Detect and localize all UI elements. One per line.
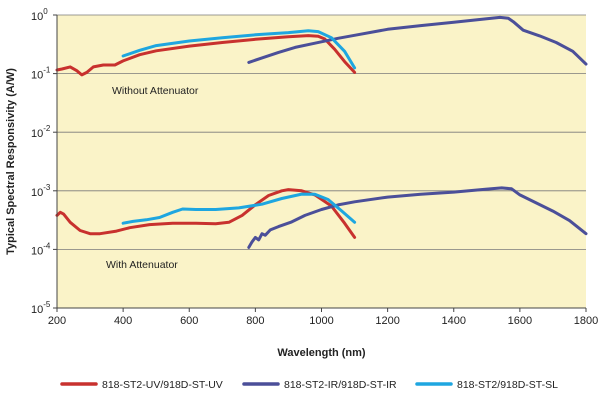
y-tick-label: 100	[31, 7, 48, 23]
x-tick-label: 200	[48, 315, 66, 327]
x-tick-label: 1000	[309, 315, 333, 327]
series-line-2-with-attenuator	[247, 186, 588, 249]
axes: 200 400 600 800 1000 1200 1400 1600 1800 100 10-1 1…	[31, 7, 598, 327]
y-axis-title: Typical Spectral Responsivity (A/W)	[5, 68, 17, 255]
annotation-with-attenuator: With Attenuator	[106, 259, 178, 271]
x-tick-label: 400	[114, 315, 132, 327]
y-tick-label: 10-5	[31, 300, 51, 316]
series-line-1-without-attenuator	[55, 34, 357, 77]
legend-label-1: 818-ST2-UV/918D-ST-UV	[102, 379, 223, 391]
y-tick-label: 10-2	[31, 124, 51, 140]
x-axis-title: Wavelength (nm)	[277, 347, 366, 359]
x-tick-label: 1200	[375, 315, 399, 327]
series-line-3-with-attenuator	[121, 192, 357, 225]
series-lines	[55, 15, 588, 249]
y-tick-label: 10-3	[31, 183, 51, 199]
legend: 818-ST2-UV/918D-ST-UV 818-ST2-IR/918D-ST-…	[60, 379, 558, 391]
y-tick-label: 10-1	[31, 66, 51, 82]
x-tick-label: 1600	[508, 315, 532, 327]
x-tick-label: 1800	[574, 315, 598, 327]
series-line-3-without-attenuator	[121, 29, 357, 70]
x-tick-label: 600	[180, 315, 198, 327]
plot-area	[57, 15, 586, 308]
x-tick-label: 800	[246, 315, 264, 327]
series-line-2-without-attenuator	[247, 15, 588, 66]
x-tick-label: 1400	[442, 315, 466, 327]
legend-label-2: 818-ST2-IR/918D-ST-IR	[284, 379, 397, 391]
annotation-without-attenuator: Without Attenuator	[112, 85, 199, 97]
series-line-1-with-attenuator	[55, 188, 357, 239]
y-tick-label: 10-4	[31, 241, 51, 257]
legend-label-3: 818-ST2/918D-ST-SL	[457, 379, 558, 391]
